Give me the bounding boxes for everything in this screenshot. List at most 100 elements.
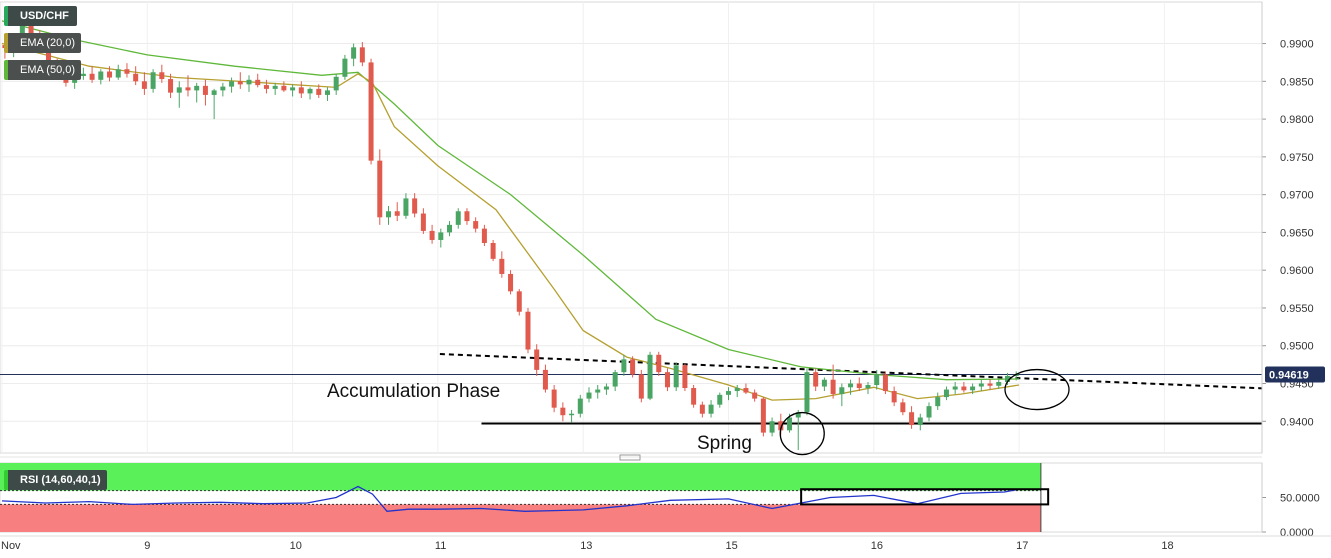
candle-body <box>638 374 644 399</box>
rsi-label[interactable]: RSI (14,60,40,1) <box>4 470 107 490</box>
candle <box>621 354 627 376</box>
candle-body <box>368 62 374 161</box>
candle <box>839 383 845 407</box>
candle <box>263 79 269 94</box>
price-tick-label: 0.9500 <box>1280 341 1314 353</box>
candle <box>89 66 95 83</box>
candle <box>647 351 653 401</box>
candle-body <box>290 87 296 91</box>
candle <box>429 224 435 244</box>
candle-body <box>752 392 758 399</box>
candle-body <box>133 73 139 82</box>
candle-body <box>804 372 810 413</box>
candle-body <box>412 198 418 214</box>
candle <box>760 397 766 437</box>
candle-body <box>943 389 949 398</box>
candle <box>229 77 235 93</box>
candle-body <box>577 398 583 414</box>
candle <box>970 383 976 395</box>
candle-body <box>447 224 453 233</box>
candle-body <box>813 372 819 387</box>
symbol-label[interactable]: USD/CHF <box>4 6 77 26</box>
candle <box>577 394 583 418</box>
candle <box>159 64 165 83</box>
candle-body <box>935 397 941 407</box>
candle <box>769 417 775 437</box>
candle <box>481 224 487 247</box>
candle-body <box>656 354 662 373</box>
x-tick-label: 9 <box>144 540 150 552</box>
candle <box>673 362 679 392</box>
candle <box>734 385 740 398</box>
rsi-line <box>1 485 1020 512</box>
candle <box>917 413 923 431</box>
ema-slow-label[interactable]: EMA (50,0) <box>4 60 82 80</box>
candle <box>874 369 880 390</box>
candle-body <box>551 389 557 408</box>
candle <box>987 378 993 390</box>
rsi-tick-label: 0.0000 <box>1280 527 1314 539</box>
candle <box>385 205 391 225</box>
candle-body <box>865 385 871 389</box>
candle-body <box>952 386 958 390</box>
accumulation-phase-label: Accumulation Phase <box>327 381 500 402</box>
candle-body <box>542 369 548 390</box>
candle <box>508 270 514 295</box>
x-tick-label: 16 <box>871 540 883 552</box>
candle-body <box>168 79 174 93</box>
candle-body <box>194 85 200 91</box>
price-tick-label: 0.9750 <box>1280 152 1314 164</box>
candle <box>185 75 191 97</box>
price-tick-label: 0.9600 <box>1280 265 1314 277</box>
candle <box>394 202 400 222</box>
price-tick-label: 0.9900 <box>1280 39 1314 51</box>
candle <box>804 368 810 416</box>
candle <box>80 67 86 80</box>
candle-body <box>699 404 705 414</box>
candle <box>316 84 322 98</box>
candle <box>342 54 348 80</box>
candle-body <box>874 374 880 386</box>
candle <box>691 385 697 408</box>
candle-body <box>516 291 522 312</box>
candle-body <box>255 79 261 86</box>
ema-fast-label[interactable]: EMA (20,0) <box>4 33 82 53</box>
candle-body <box>281 85 287 91</box>
candle <box>542 364 548 393</box>
candle-body <box>1004 375 1010 382</box>
candle-body <box>150 72 156 89</box>
candle-body <box>176 87 182 93</box>
candle-body <box>420 213 426 231</box>
candle-body <box>508 273 514 292</box>
candle <box>255 73 261 88</box>
candle <box>168 73 174 98</box>
candle <box>1013 371 1019 381</box>
candle <box>516 289 522 316</box>
candle <box>150 69 156 93</box>
candle-body <box>359 47 365 63</box>
candle <box>961 381 967 393</box>
candle <box>586 387 592 403</box>
candle <box>795 409 801 450</box>
candle <box>377 149 383 225</box>
candle-body <box>45 48 51 67</box>
rsi-tick-label: 50.0000 <box>1280 493 1320 505</box>
candle-body <box>882 374 888 392</box>
candle <box>281 81 287 92</box>
candle <box>333 73 339 95</box>
candle <box>560 402 566 422</box>
candle-body <box>569 413 575 416</box>
price-tick-label: 0.9800 <box>1280 114 1314 126</box>
x-tick-label: 18 <box>1161 540 1173 552</box>
candle-body <box>909 412 915 426</box>
candle <box>856 377 862 392</box>
candle-body <box>848 383 854 388</box>
rsi-overbought-zone <box>0 463 1041 491</box>
candle-body <box>717 394 723 405</box>
candle-body <box>534 349 540 370</box>
candle <box>420 208 426 234</box>
candle <box>699 401 705 418</box>
candle-body <box>316 88 322 95</box>
candle <box>211 88 217 120</box>
